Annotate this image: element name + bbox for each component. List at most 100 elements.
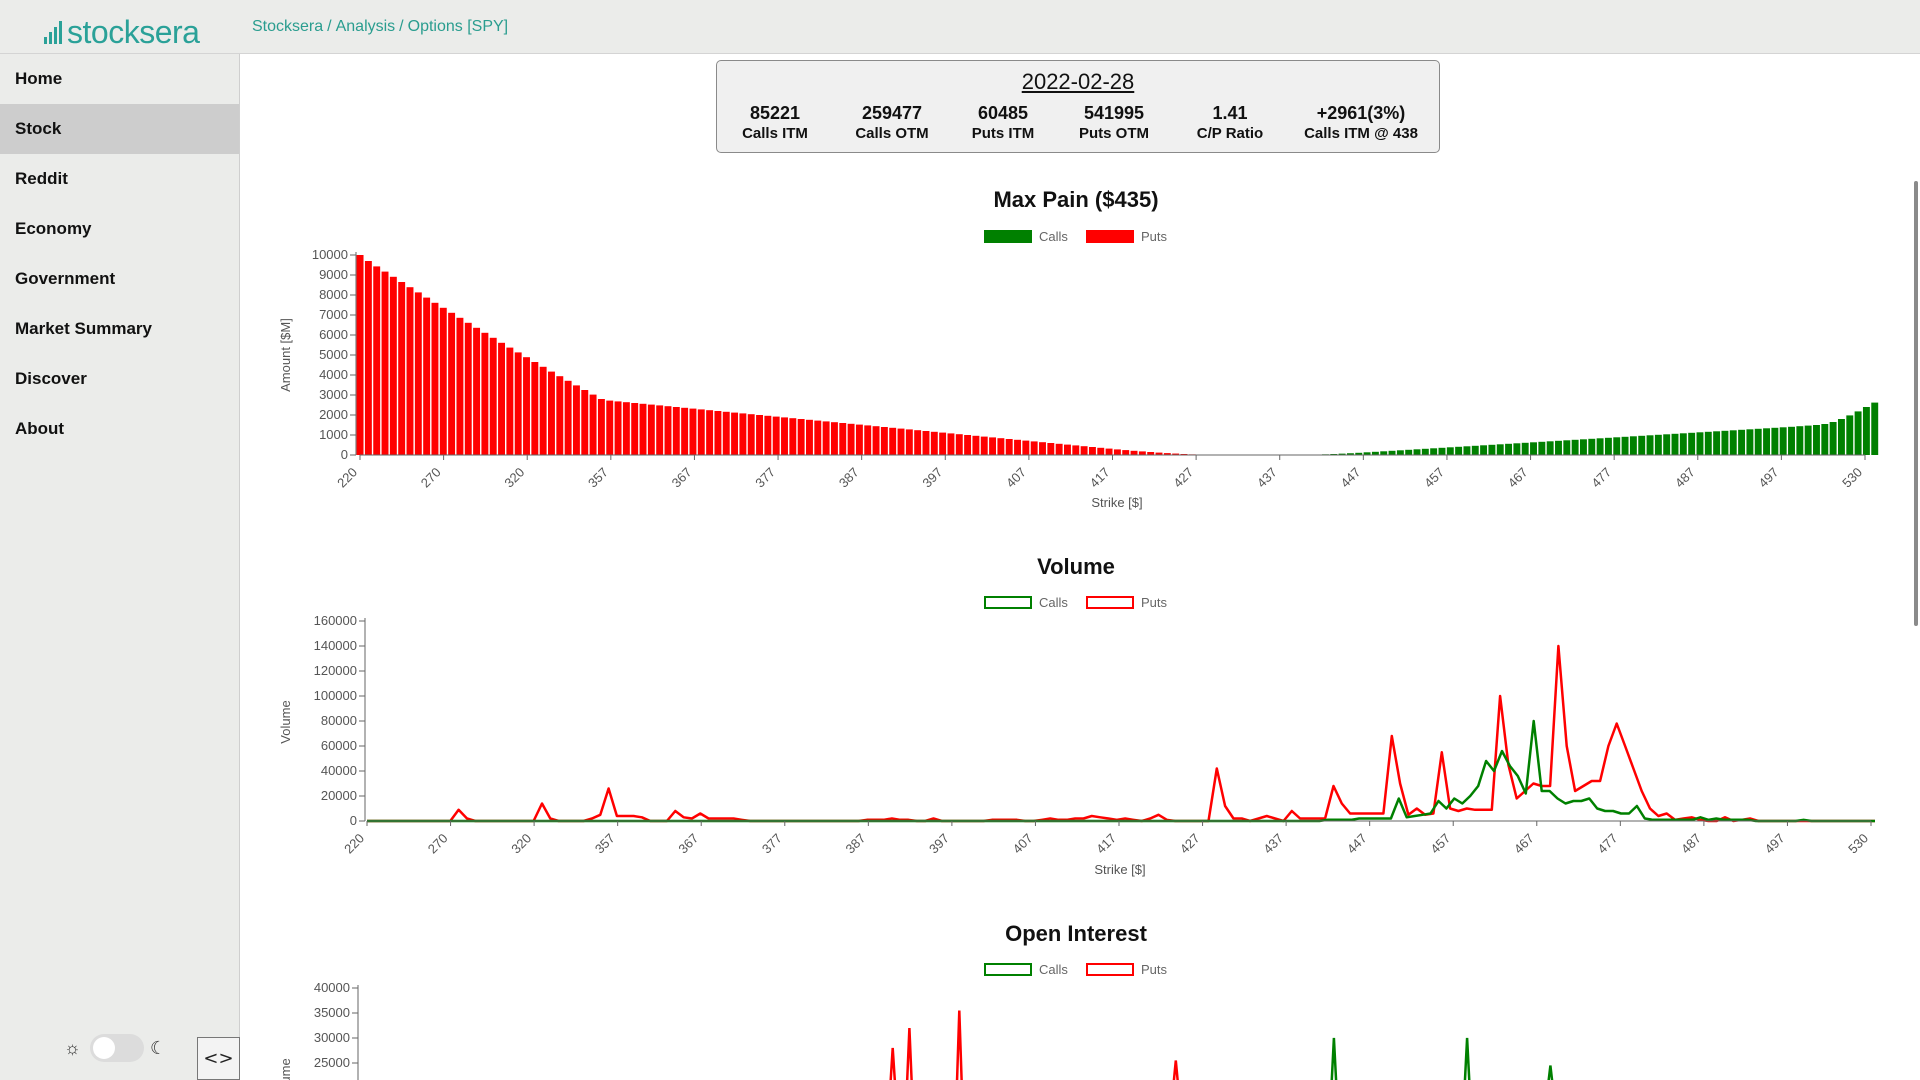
dark-mode-toggle[interactable] — [90, 1034, 144, 1062]
legend-label-calls: Calls — [1039, 962, 1068, 977]
stat-puts-otm: 541995 Puts OTM — [1059, 103, 1169, 142]
put-bar — [1022, 440, 1030, 455]
stat-label: Calls OTM — [855, 125, 929, 142]
call-bar — [1654, 434, 1662, 455]
put-bar — [506, 347, 514, 455]
y-tick-label: 100000 — [314, 688, 357, 703]
open-interest-chart: Open Interest Calls Puts 25000 30000 35000 40… — [241, 917, 1911, 1080]
put-bar — [581, 390, 589, 455]
breadcrumb-item-stocksera[interactable]: Stocksera — [252, 18, 324, 35]
put-bar — [539, 366, 547, 455]
call-bar — [1746, 429, 1754, 455]
x-tick-label: 220 — [334, 465, 360, 491]
call-bar — [1796, 426, 1804, 455]
call-bar — [1613, 437, 1621, 455]
call-bar — [1788, 426, 1795, 455]
call-bar — [1663, 434, 1671, 455]
call-bar — [1871, 402, 1879, 455]
x-tick-label: 530 — [1845, 831, 1871, 857]
call-bar — [1588, 438, 1596, 455]
puts-peak — [955, 1010, 963, 1080]
stat-calls-itm: 85221 Calls ITM — [725, 103, 825, 142]
call-bar — [1471, 445, 1479, 455]
put-bar — [914, 430, 922, 455]
stat-label: Puts OTM — [1079, 125, 1149, 142]
logo[interactable]: stocksera — [44, 13, 200, 50]
put-bar — [381, 271, 389, 455]
put-bar — [647, 404, 655, 455]
call-bar — [1496, 444, 1504, 455]
stat-cp-ratio: 1.41 C/P Ratio — [1175, 103, 1285, 142]
y-tick-label: 7000 — [319, 307, 348, 322]
x-tick-label: 220 — [341, 831, 367, 857]
put-bar — [589, 394, 597, 455]
sidebar-item-discover[interactable]: Discover — [15, 369, 87, 388]
sidebar-item-market-summary[interactable]: Market Summary — [15, 319, 153, 338]
y-tick-label: 8000 — [319, 287, 348, 302]
x-tick-label: 387 — [843, 831, 869, 857]
x-tick-label: 457 — [1427, 831, 1453, 857]
toggle-knob — [93, 1037, 115, 1059]
call-bar — [1829, 422, 1837, 455]
call-bar — [1530, 442, 1537, 455]
sidebar-item-home[interactable]: Home — [15, 69, 63, 88]
x-axis-label: Strike [$] — [1091, 495, 1142, 510]
put-bar — [1080, 446, 1088, 455]
put-bar — [414, 292, 422, 455]
max-pain-title: Max Pain ($435) — [993, 187, 1159, 212]
call-bar — [1538, 441, 1546, 455]
code-icon[interactable]: <> — [197, 1037, 240, 1080]
sidebar-item-reddit[interactable]: Reddit — [15, 169, 68, 188]
call-bar — [1438, 447, 1446, 455]
open-interest-svg: Calls Puts 25000 30000 35000 40000 Volume — [278, 962, 1554, 1080]
call-bar — [1488, 444, 1496, 455]
put-bar — [1097, 447, 1105, 455]
put-bar — [1105, 448, 1113, 455]
put-bar — [897, 428, 905, 455]
breadcrumb-item-analysis[interactable]: Analysis — [335, 18, 396, 35]
call-bar — [1679, 433, 1687, 455]
y-tick-label: 35000 — [314, 1005, 350, 1020]
sidebar-item-economy[interactable]: Economy — [15, 219, 92, 238]
y-tick-label: 6000 — [319, 327, 348, 342]
call-bar — [1421, 448, 1429, 455]
put-bar — [847, 423, 855, 455]
put-bar — [464, 322, 472, 455]
stat-calls-otm: 259477 Calls OTM — [837, 103, 947, 142]
volume-chart: Volume Calls Puts 0 20000 40000 60000 80000 100… — [241, 550, 1911, 885]
call-bar — [1604, 437, 1612, 455]
call-bar — [1546, 441, 1554, 455]
put-bar — [1088, 447, 1096, 455]
x-tick-label: 377 — [752, 465, 778, 491]
x-tick-label: 270 — [425, 831, 451, 857]
put-bar — [639, 403, 647, 455]
x-axis-label: Strike [$] — [1094, 862, 1145, 877]
x-tick-label: 397 — [926, 831, 952, 857]
sidebar-item-stock[interactable]: Stock — [0, 104, 239, 154]
y-tick-label: 40000 — [321, 763, 357, 778]
put-bar — [514, 352, 522, 455]
scrollbar[interactable] — [1911, 55, 1920, 1080]
logo-text: stocksera — [67, 13, 200, 50]
put-bar — [905, 429, 913, 455]
sidebar-item-government[interactable]: Government — [15, 269, 116, 288]
put-bar — [614, 401, 622, 455]
scrollbar-thumb[interactable] — [1914, 181, 1918, 626]
x-tick-label: 487 — [1678, 831, 1704, 857]
sidebar-item-about[interactable]: About — [15, 419, 65, 438]
puts-peak — [905, 1027, 913, 1080]
breadcrumb-item-options[interactable]: Options [SPY] — [407, 18, 509, 35]
call-bar — [1363, 452, 1371, 455]
put-bar — [972, 435, 980, 455]
max-pain-chart: Max Pain ($435) Calls Puts 0 1000 2000 3000 40… — [241, 183, 1911, 518]
call-bar — [1480, 445, 1488, 455]
put-bar — [1005, 439, 1013, 455]
x-tick-label: 397 — [919, 465, 945, 491]
call-bar — [1355, 452, 1363, 455]
x-tick-label: 467 — [1505, 465, 1531, 491]
put-bar — [947, 433, 955, 455]
stat-calls-itm-at-price: +2961(3%) Calls ITM @ 438 — [1291, 103, 1431, 142]
legend-swatch-puts — [1086, 230, 1134, 243]
legend-swatch-calls — [984, 596, 1032, 609]
put-bar — [697, 409, 705, 455]
